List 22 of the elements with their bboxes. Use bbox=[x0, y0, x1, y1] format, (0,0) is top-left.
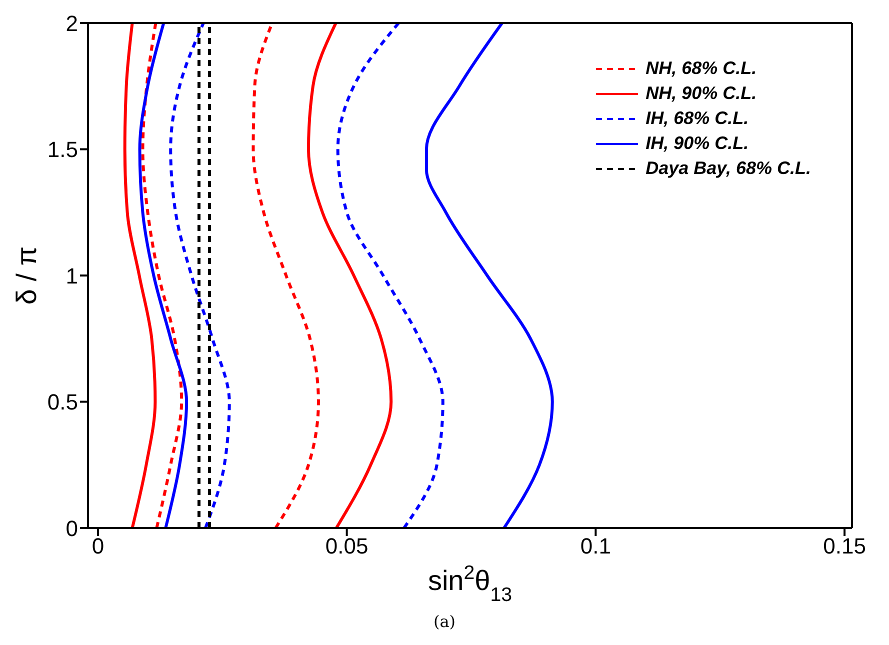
y-tick-label: 1.5 bbox=[47, 137, 78, 162]
y-tick-label: 0 bbox=[66, 516, 78, 541]
x-tick-label: 0.1 bbox=[580, 534, 611, 559]
x-tick-label: 0.05 bbox=[325, 534, 368, 559]
text: (a) bbox=[432, 612, 457, 631]
x-tick-label: 0 bbox=[92, 534, 104, 559]
y-tick-label: 1 bbox=[66, 263, 78, 288]
x-axis-title: sin$^{2}$θ$_{13}$ bbox=[428, 562, 512, 606]
line-series bbox=[306, 23, 393, 528]
x-tick-label: 0.15 bbox=[823, 534, 866, 559]
legend-label: NH, 68% C.L. bbox=[646, 58, 757, 79]
y-tick-label: 2 bbox=[66, 10, 78, 36]
legend-label: IH, 68% C.L. bbox=[646, 108, 749, 129]
y-tick-label: 0.5 bbox=[47, 390, 78, 415]
legend-label: NH, 90% C.L. bbox=[646, 83, 757, 104]
line-series bbox=[424, 23, 554, 528]
y-axis-title: δ / π bbox=[11, 246, 42, 305]
legend-label: Daya Bay, 68% C.L. bbox=[646, 158, 811, 179]
legend-label: IH, 90% C.L. bbox=[646, 133, 749, 154]
line-series bbox=[336, 23, 444, 528]
line-series bbox=[169, 23, 231, 528]
line-series bbox=[123, 23, 157, 528]
